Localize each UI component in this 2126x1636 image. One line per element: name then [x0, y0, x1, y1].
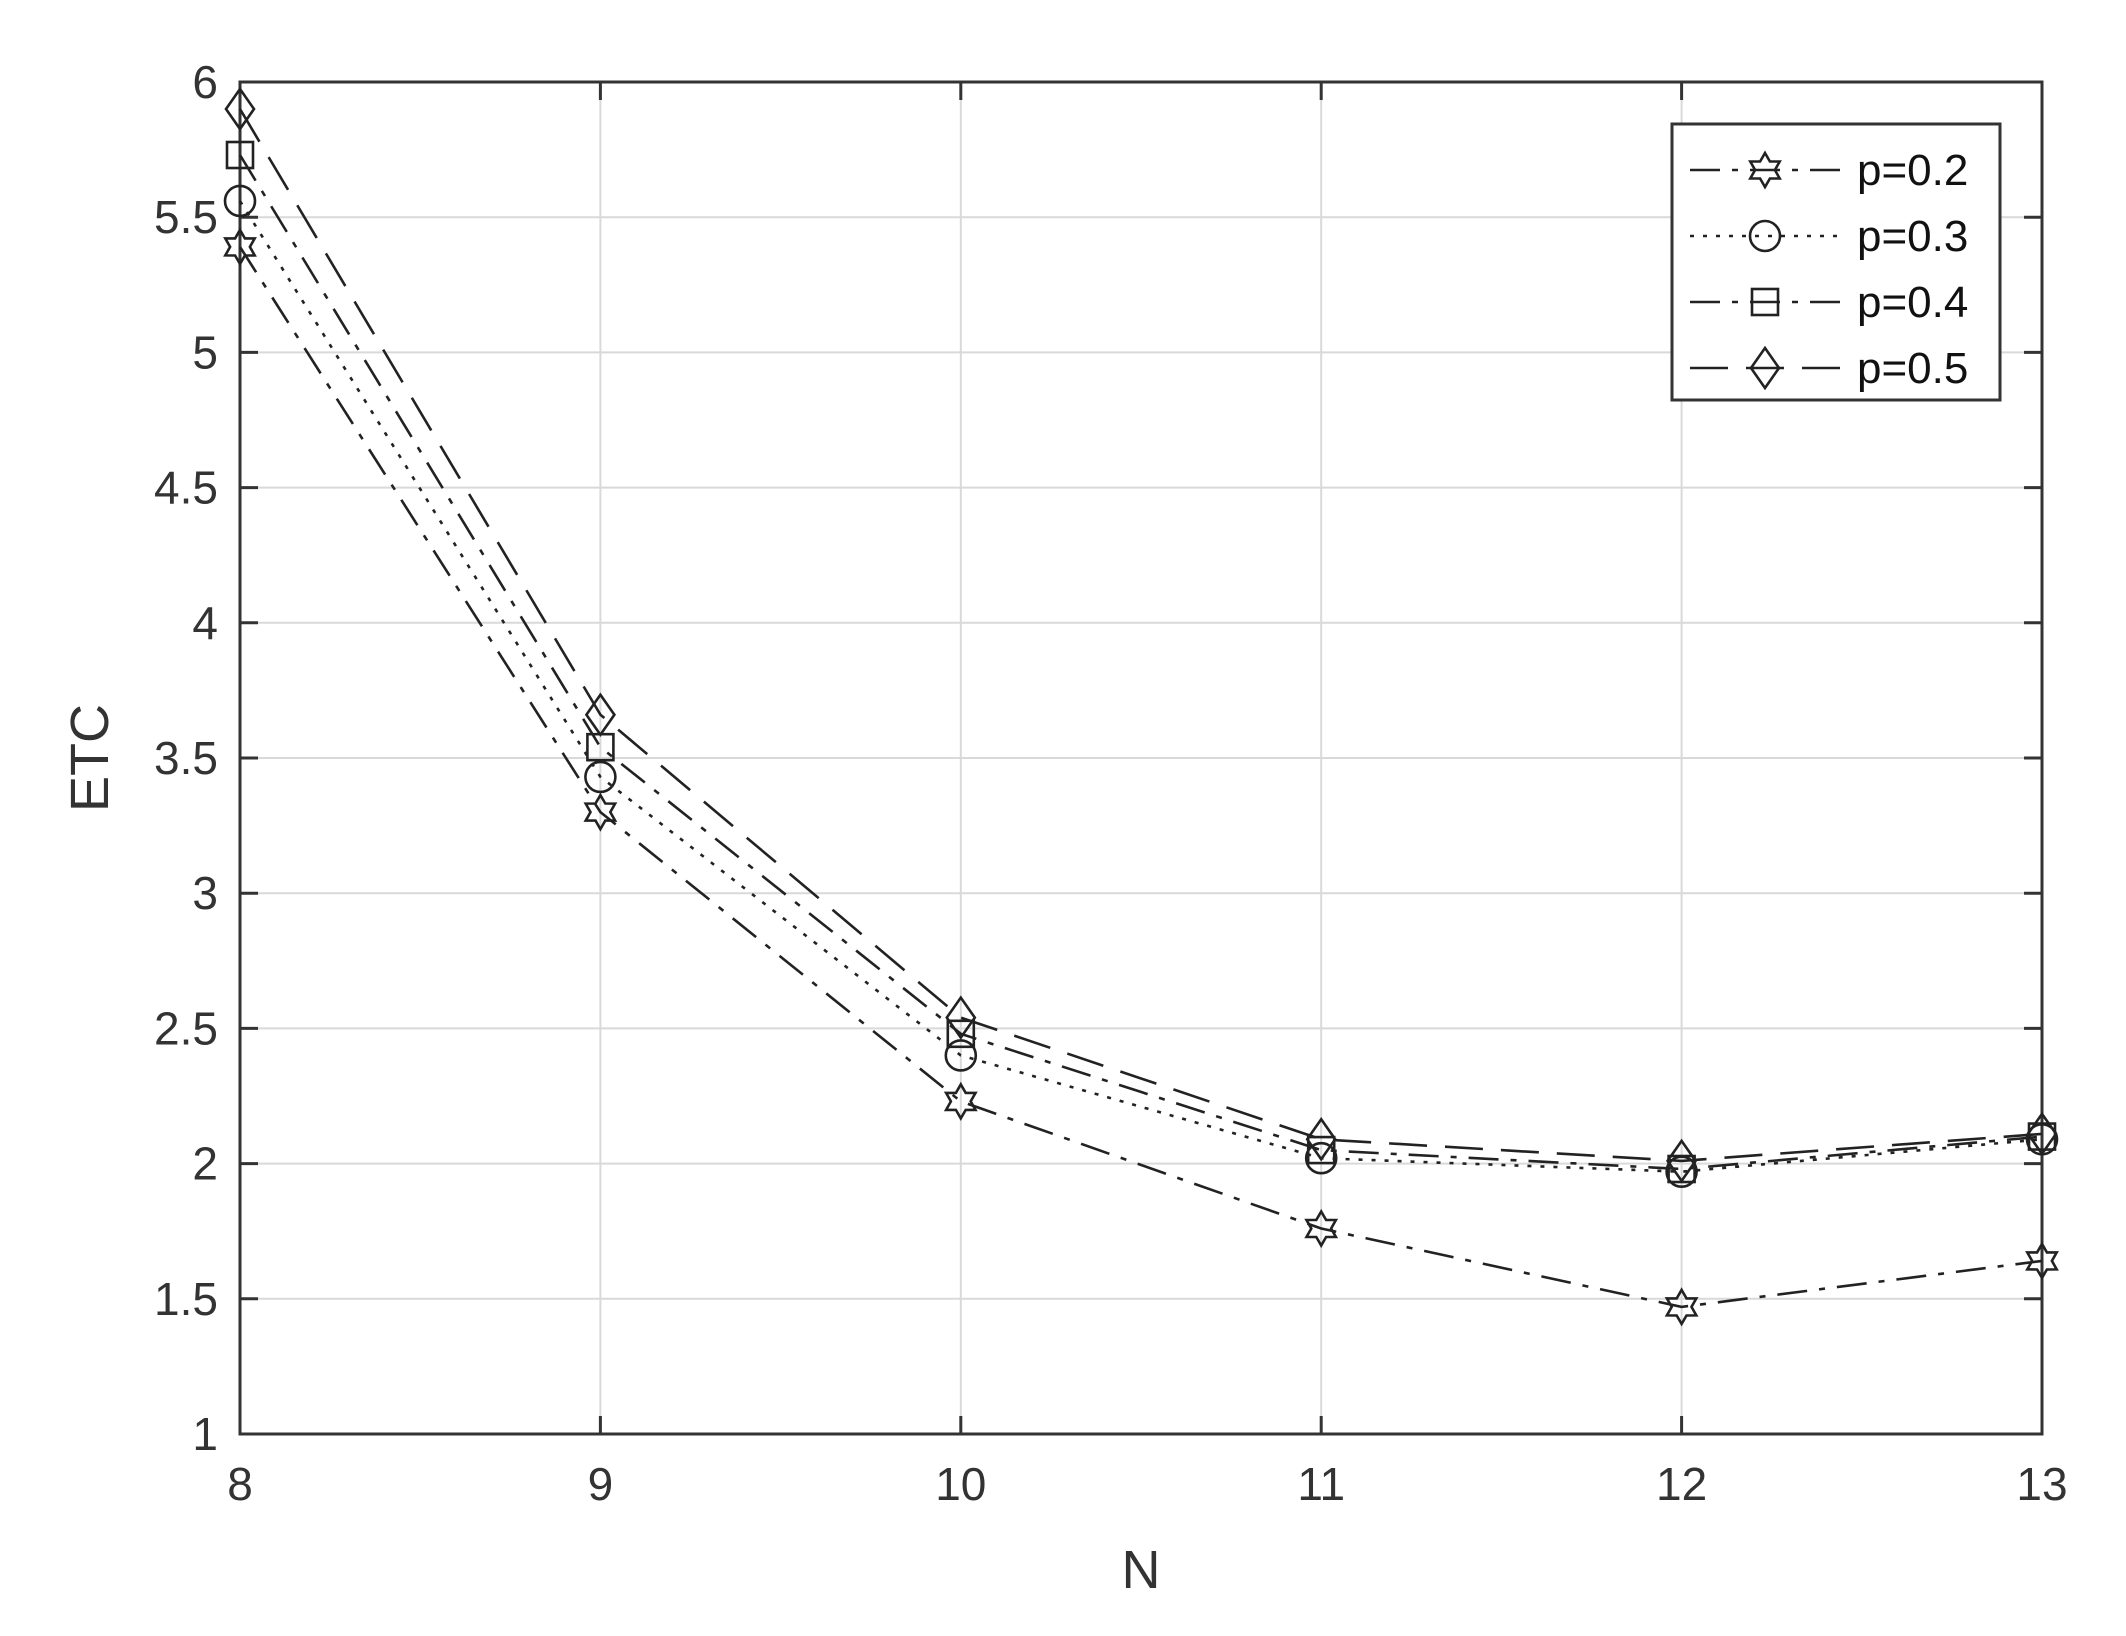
legend: p=0.2 p=0.3 p=0.4 p=0.5 [1670, 122, 2002, 402]
data-point-diamond [224, 86, 256, 132]
legend-label: p=0.5 [1857, 344, 1968, 393]
legend-marker [1749, 345, 1781, 391]
legend-entry: p=0.3 [1690, 212, 1968, 261]
legend-entry: p=0.2 [1690, 146, 1968, 195]
x-tick-label: 10 [935, 1458, 986, 1510]
y-tick-label: 4 [192, 597, 218, 649]
data-point-circle [223, 184, 257, 218]
y-tick-label: 4.5 [154, 462, 218, 514]
y-tick-labels: 1 1.5 2 2.5 3 3.5 4 4.5 5 5.5 6 [154, 56, 218, 1460]
series-4 [224, 86, 2058, 1184]
data-point-hexagram [943, 1081, 978, 1122]
legend-label: p=0.2 [1857, 146, 1968, 195]
legend-marker [1750, 287, 1780, 317]
y-tick-label: 1.5 [154, 1273, 218, 1325]
legend-label: p=0.4 [1857, 278, 1968, 327]
data-point-square [946, 1019, 976, 1049]
data-point-hexagram [223, 227, 257, 267]
data-point-square [1306, 1135, 1336, 1165]
data-point-hexagram [2025, 1241, 2059, 1281]
x-tick-label: 8 [227, 1458, 253, 1510]
grid [239, 81, 2043, 1435]
legend-marker [1748, 150, 1782, 190]
plot-frame [238, 80, 2044, 1436]
data-point-square [225, 140, 255, 170]
x-tick-label: 13 [2016, 1458, 2067, 1510]
legend-marker [1748, 219, 1782, 253]
y-tick-label: 6 [192, 56, 218, 108]
legend-entry: p=0.5 [1690, 344, 1968, 393]
x-tick-label: 11 [1297, 1458, 1345, 1510]
data-point-hexagram [1664, 1287, 1699, 1327]
y-tick-label: 3.5 [154, 732, 218, 784]
data-point-diamond [945, 995, 977, 1040]
series-1 [223, 227, 2059, 1327]
data-point-circle [584, 760, 617, 794]
y-tick-label: 2 [192, 1138, 218, 1190]
y-tick-label: 1 [192, 1408, 218, 1460]
series-layer [223, 86, 2059, 1327]
data-point-diamond [584, 692, 616, 738]
legend-label: p=0.3 [1857, 212, 1968, 261]
series-line [238, 154, 2043, 1171]
series-line [238, 108, 2043, 1163]
x-tick-label: 9 [588, 1458, 614, 1510]
y-tick-label: 3 [192, 867, 218, 919]
data-point-diamond [1305, 1116, 1337, 1162]
data-point-diamond [2026, 1111, 2058, 1157]
y-tick-label: 5 [192, 326, 218, 378]
data-point-diamond [1666, 1138, 1698, 1184]
data-point-circle [944, 1039, 978, 1072]
data-point-hexagram [583, 792, 618, 832]
data-point-hexagram [1304, 1208, 1339, 1249]
series-line [238, 246, 2043, 1309]
x-axis-label: N [1122, 1540, 1161, 1600]
legend-entry: p=0.4 [1690, 278, 1968, 327]
data-point-circle [1304, 1141, 1338, 1175]
x-tick-label: 12 [1656, 1458, 1707, 1510]
y-axis-label: ETC [60, 704, 120, 812]
x-tick-labels: 8 9 10 11 12 13 [227, 1458, 2067, 1510]
y-tick-label: 5.5 [154, 191, 218, 243]
y-tick-label: 2.5 [154, 1002, 218, 1054]
